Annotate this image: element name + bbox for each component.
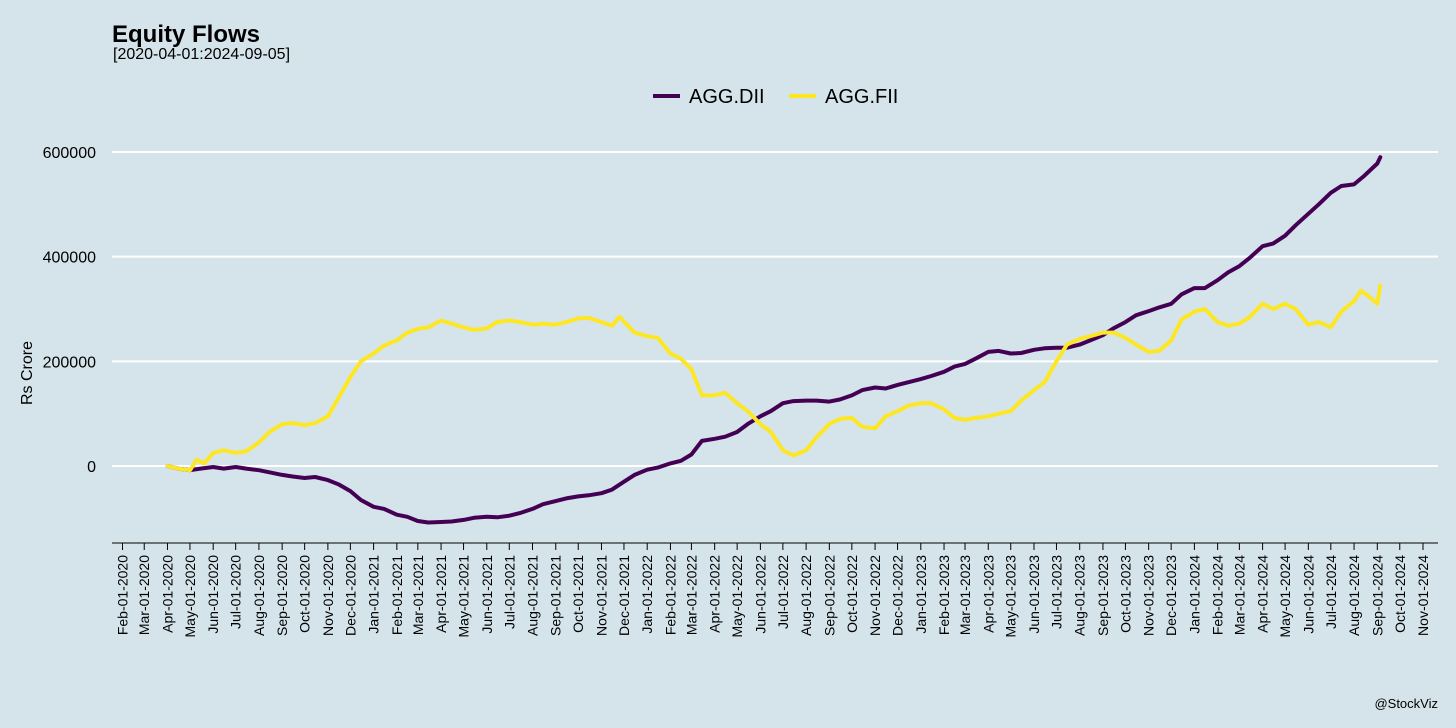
x-tick-label: Sep-01-2022	[821, 555, 837, 636]
x-tick-label: May-01-2023	[1003, 555, 1019, 638]
x-tick-label: Jan-01-2022	[639, 555, 655, 634]
x-tick-label: Oct-01-2022	[844, 555, 860, 633]
x-tick-label: Feb-01-2023	[936, 555, 952, 635]
x-tick-label: Oct-01-2021	[570, 555, 586, 633]
x-tick-label: Dec-01-2022	[890, 555, 906, 636]
x-tick-label: Aug-01-2024	[1346, 555, 1362, 636]
y-axis-ticks: 0 200000 400000 600000	[43, 145, 96, 476]
x-tick-label: Feb-01-2021	[389, 555, 405, 635]
legend: AGG.DII AGG.FII	[653, 86, 898, 108]
x-tick-label: Sep-01-2020	[274, 555, 290, 636]
x-tick-label: Jul-01-2021	[501, 555, 517, 629]
x-tick-label: Nov-01-2022	[867, 555, 883, 636]
caption: @StockViz	[1374, 696, 1438, 711]
x-tick-label: Jan-01-2024	[1186, 555, 1202, 634]
x-tick-label: Oct-01-2020	[297, 555, 313, 633]
x-tick-label: Feb-01-2024	[1210, 555, 1226, 635]
x-tick-label: Aug-01-2021	[525, 555, 541, 636]
x-tick-label: Dec-01-2023	[1163, 555, 1179, 636]
x-tick-label: May-01-2022	[729, 555, 745, 638]
x-tick-label: Oct-01-2023	[1117, 555, 1133, 633]
x-tick-label: Jun-01-2024	[1300, 555, 1316, 634]
x-axis-ticks: Feb-01-2020 Mar-01-2020 Apr-01-2020 May-01-…	[114, 543, 1431, 638]
x-tick-label: Jan-01-2023	[913, 555, 929, 634]
chart-title: Equity Flows	[112, 21, 260, 48]
y-tick-label: 600000	[43, 145, 96, 162]
x-tick-label: Apr-01-2024	[1255, 555, 1271, 633]
x-tick-label: Mar-01-2022	[683, 555, 699, 635]
x-tick-label: Aug-01-2023	[1072, 555, 1088, 636]
x-tick-label: Feb-01-2020	[114, 555, 130, 635]
x-tick-label: May-01-2021	[456, 555, 472, 638]
x-tick-label: May-01-2024	[1277, 555, 1293, 638]
series-line-agg-dii	[165, 155, 1383, 525]
gridlines	[112, 151, 1438, 467]
x-tick-label: Nov-01-2020	[320, 555, 336, 636]
x-tick-label: Mar-01-2021	[410, 555, 426, 635]
x-tick-label: Aug-01-2022	[798, 555, 814, 636]
x-tick-label: Dec-01-2020	[342, 555, 358, 636]
x-tick-label: Mar-01-2024	[1231, 555, 1247, 635]
x-tick-label: Jun-01-2022	[752, 555, 768, 634]
series-layer	[165, 155, 1383, 525]
x-tick-label: Jul-01-2024	[1323, 555, 1339, 629]
x-tick-label: Mar-01-2023	[957, 555, 973, 635]
x-tick-label: Jul-01-2022	[775, 555, 791, 629]
legend-label-dii: AGG.DII	[689, 86, 765, 108]
x-tick-label: Apr-01-2021	[433, 555, 449, 633]
x-tick-label: Jan-01-2021	[366, 555, 382, 634]
x-tick-label: Jul-01-2020	[228, 555, 244, 629]
x-tick-label: Nov-01-2023	[1141, 555, 1157, 636]
x-tick-label: Sep-01-2024	[1369, 555, 1385, 636]
x-tick-label: Apr-01-2023	[980, 555, 996, 633]
series-line-agg-fii	[165, 283, 1383, 473]
legend-label-fii: AGG.FII	[825, 86, 898, 108]
x-tick-label: Apr-01-2020	[159, 555, 175, 633]
x-tick-label: Jun-01-2020	[205, 555, 221, 634]
x-tick-label: Jun-01-2021	[479, 555, 495, 634]
x-tick-label: Apr-01-2022	[707, 555, 723, 633]
x-tick-label: Jul-01-2023	[1048, 555, 1064, 629]
x-tick-label: Jun-01-2023	[1026, 555, 1042, 634]
y-tick-label: 200000	[43, 354, 96, 371]
x-tick-label: Oct-01-2024	[1392, 555, 1408, 633]
x-tick-label: Sep-01-2021	[548, 555, 564, 636]
x-tick-label: May-01-2020	[182, 555, 198, 638]
x-tick-label: Nov-01-2021	[593, 555, 609, 636]
x-tick-label: Nov-01-2024	[1415, 555, 1431, 636]
x-tick-label: Dec-01-2021	[616, 555, 632, 636]
chart-subtitle: [2020-04-01:2024-09-05]	[113, 46, 290, 63]
x-tick-label: Mar-01-2020	[136, 555, 152, 635]
x-tick-label: Aug-01-2020	[251, 555, 267, 636]
x-tick-label: Feb-01-2022	[662, 555, 678, 635]
y-tick-label: 0	[87, 459, 96, 476]
y-tick-label: 400000	[43, 250, 96, 267]
y-axis-label: Rs Crore	[19, 341, 36, 405]
x-tick-label: Sep-01-2023	[1095, 555, 1111, 636]
